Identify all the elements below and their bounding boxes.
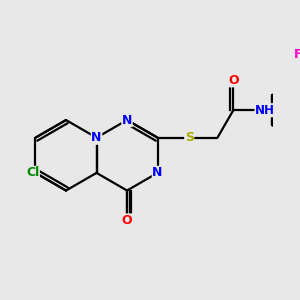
Text: F: F	[294, 48, 300, 61]
Text: S: S	[185, 131, 194, 144]
Text: O: O	[228, 74, 238, 87]
Text: N: N	[122, 113, 132, 127]
Text: N: N	[152, 167, 163, 179]
Text: O: O	[122, 214, 132, 227]
Text: Cl: Cl	[26, 167, 39, 179]
Text: NH: NH	[255, 104, 275, 117]
Text: N: N	[91, 131, 102, 144]
